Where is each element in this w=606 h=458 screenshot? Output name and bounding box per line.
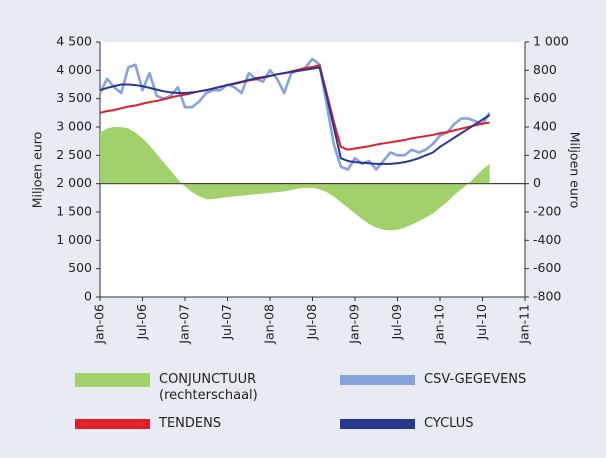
x-tick-label: Jan-10 [432,304,447,345]
legend-swatch [340,419,415,429]
y-tick-label: 3 500 [56,90,92,105]
y2-tick-label: -200 [533,204,561,219]
legend-label: CYCLUS [424,416,474,431]
y2-axis-title: Miljoen euro [568,132,583,209]
x-tick-label: Jan-06 [92,304,107,345]
x-tick-label: Jul-09 [389,304,404,341]
legend-item: CSV-GEGEVENS [340,372,574,388]
x-tick-label: Jan-11 [517,304,532,345]
y2-tick-label: -400 [533,232,561,247]
x-tick-label: Jan-07 [177,304,192,345]
x-tick-label: Jul-08 [304,304,319,341]
legend-item: TENDENS [75,416,309,432]
legend-label: CSV-GEGEVENS [424,372,527,387]
x-tick-label: Jul-10 [474,304,489,341]
legend-item: CYCLUS [340,416,574,432]
legend-item: CONJUNCTUUR (rechterschaal) [75,372,289,404]
y2-tick-label: 800 [533,62,557,77]
y2-tick-label: 1 000 [533,34,569,49]
y2-tick-label: -600 [533,260,561,275]
legend-swatch [75,419,150,429]
legend-swatch [75,373,150,387]
x-tick-label: Jul-07 [219,304,234,341]
y-tick-label: 3 000 [56,119,92,134]
y-tick-label: 1 500 [56,204,92,219]
plot-area [100,42,525,297]
legend-label: CONJUNCTUUR (rechterschaal) [159,372,258,403]
y2-tick-label: 600 [533,90,557,105]
y-tick-label: 2 500 [56,147,92,162]
y-tick-label: 0 [84,289,92,304]
x-tick-label: Jul-06 [134,304,149,341]
area [100,127,490,231]
y-tick-label: 2 000 [56,175,92,190]
legend-swatch [340,375,415,385]
line [99,66,491,165]
x-tick-label: Jan-08 [262,304,277,345]
legend-label: TENDENS [159,416,222,431]
y-tick-label: 1 000 [56,232,92,247]
y-tick-label: 500 [68,260,92,275]
x-tick-label: Jan-09 [347,304,362,345]
y-tick-label: 4 000 [56,62,92,77]
y-tick-label: 4 500 [56,34,92,49]
y2-tick-label: -800 [533,289,561,304]
y2-tick-label: 400 [533,119,557,134]
y2-tick-label: 200 [533,147,557,162]
y2-tick-label: 0 [533,175,541,190]
y-axis-title: Miljoen euro [30,132,45,209]
